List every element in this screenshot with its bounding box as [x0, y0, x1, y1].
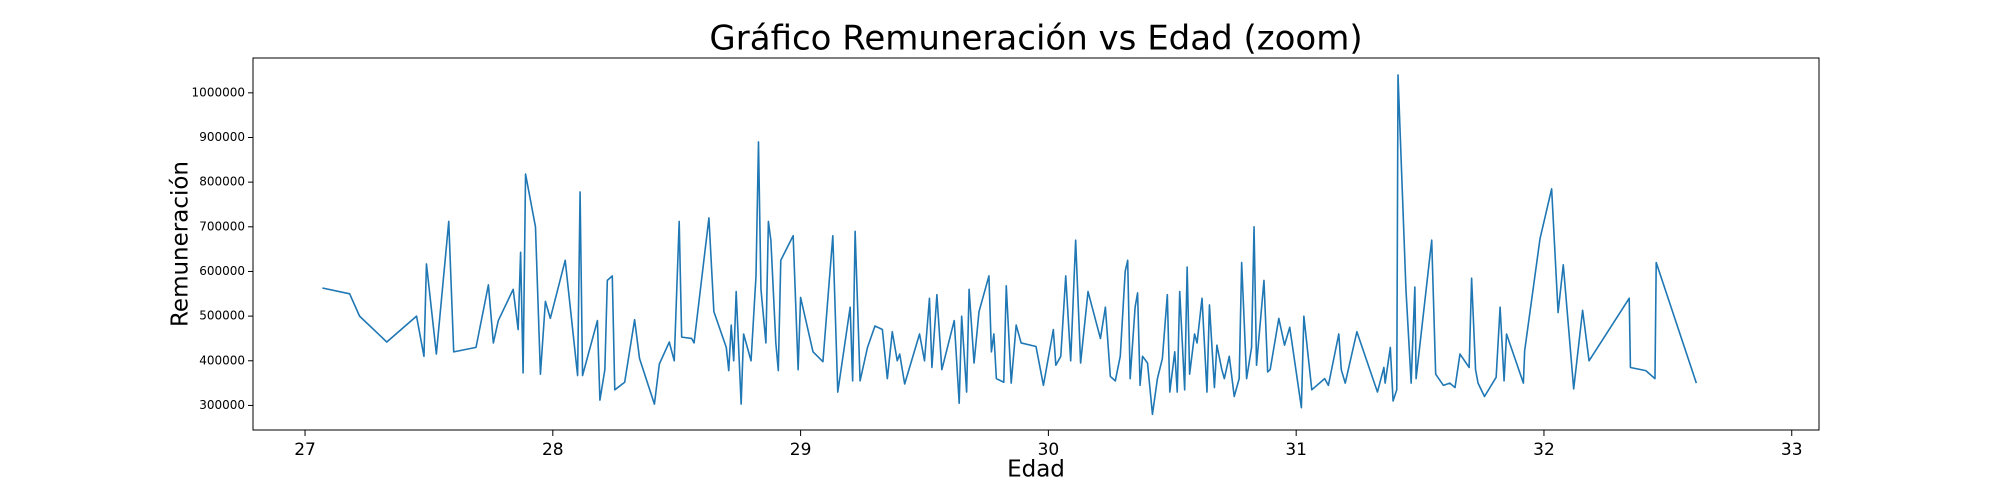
- y-tick-label: 600000: [199, 264, 245, 278]
- data-line: [322, 74, 1698, 416]
- x-tick-label: 33: [1781, 440, 1803, 460]
- y-tick-label: 700000: [199, 219, 245, 233]
- y-tick-label: 500000: [199, 309, 245, 323]
- y-tick-label: 300000: [199, 398, 245, 412]
- y-axis-label: Remuneración: [168, 161, 194, 327]
- x-tick-label: 28: [542, 440, 564, 460]
- x-tick-label: 31: [1285, 440, 1307, 460]
- y-tick-label: 900000: [199, 130, 245, 144]
- plot-frame: [252, 57, 1820, 431]
- y-tick-label: 800000: [199, 175, 245, 189]
- x-tick-label: 32: [1533, 440, 1555, 460]
- x-axis-label: Edad: [1007, 457, 1065, 480]
- x-tick-label: 27: [294, 440, 316, 460]
- x-tick-label: 29: [790, 440, 812, 460]
- y-tick-label: 1000000: [192, 85, 245, 99]
- y-tick-label: 400000: [199, 353, 245, 367]
- x-tick-label: 30: [1038, 440, 1060, 460]
- chart-title: Gráfico Remuneración vs Edad (zoom): [709, 19, 1362, 59]
